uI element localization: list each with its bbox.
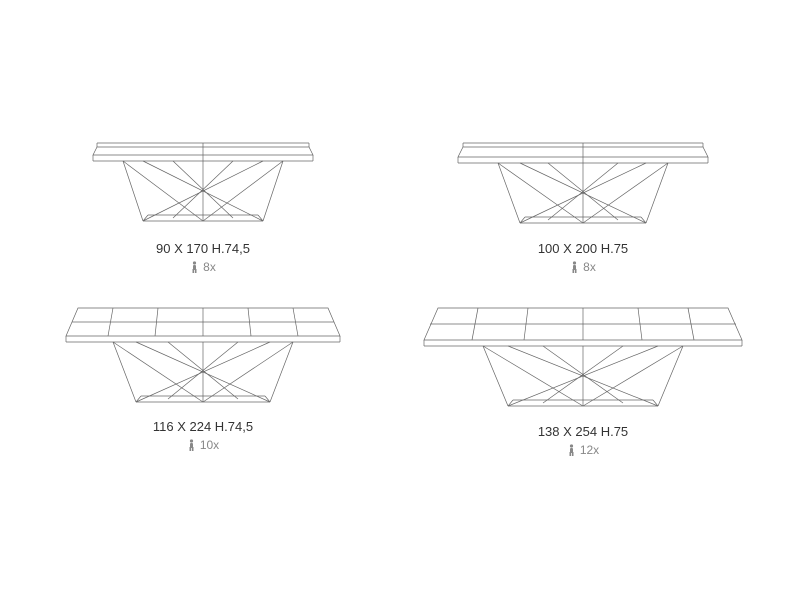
seats-label-3: 10x (187, 438, 219, 452)
table-svg-4 (418, 304, 748, 414)
table-variants-grid: 90 X 170 H.74,5 8x (48, 141, 748, 457)
person-icon (567, 444, 576, 456)
variant-cell-1: 90 X 170 H.74,5 8x (48, 141, 358, 274)
variant-cell-4: 138 X 254 H.75 12x (418, 304, 748, 457)
dimensions-label-2: 100 X 200 H.75 (538, 241, 628, 256)
dimensions-label-1: 90 X 170 H.74,5 (156, 241, 250, 256)
person-icon (187, 439, 196, 451)
seats-count-3: 10x (200, 438, 219, 452)
table-svg-2 (448, 141, 718, 231)
table-diagram-2 (418, 141, 748, 231)
seats-label-1: 8x (190, 260, 216, 274)
person-icon (190, 261, 199, 273)
person-icon (570, 261, 579, 273)
table-svg-3 (58, 304, 348, 409)
dimensions-label-4: 138 X 254 H.75 (538, 424, 628, 439)
table-diagram-1 (48, 141, 358, 231)
variant-cell-3: 116 X 224 H.74,5 10x (48, 304, 358, 457)
seats-count-2: 8x (583, 260, 596, 274)
dimensions-label-3: 116 X 224 H.74,5 (153, 419, 253, 434)
table-svg-1 (83, 141, 323, 231)
table-diagram-4 (418, 304, 748, 414)
variant-cell-2: 100 X 200 H.75 8x (418, 141, 748, 274)
seats-label-4: 12x (567, 443, 599, 457)
table-diagram-3 (48, 304, 358, 409)
seats-count-1: 8x (203, 260, 216, 274)
seats-count-4: 12x (580, 443, 599, 457)
seats-label-2: 8x (570, 260, 596, 274)
